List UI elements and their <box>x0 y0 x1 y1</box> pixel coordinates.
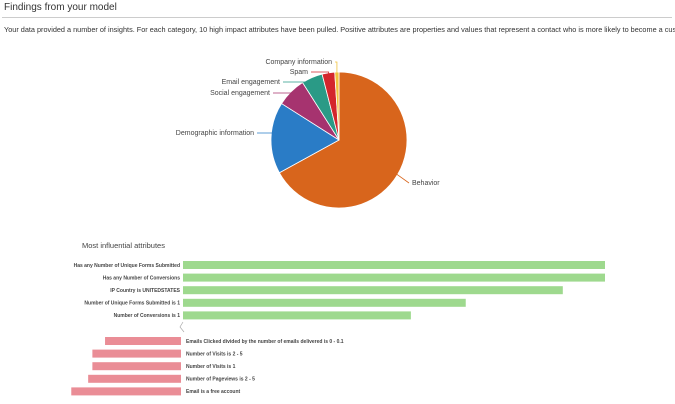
divider <box>2 17 672 18</box>
bar-label: Number of Visits is 1 <box>186 364 236 370</box>
header-title: Findings from your model <box>4 2 117 13</box>
pie-label: Company information <box>265 59 332 66</box>
pie-label: Demographic information <box>176 130 254 137</box>
bar-label: Number of Unique Forms Submitted is 1 <box>84 301 180 307</box>
bar-chart-title: Most influential attributes <box>82 241 165 250</box>
bar <box>183 298 466 307</box>
bar <box>183 311 411 320</box>
bar <box>183 286 563 295</box>
bar <box>183 261 605 269</box>
pie-label: Spam <box>290 69 308 76</box>
bar-label: Has any Number of Unique Forms Submitted <box>74 263 180 269</box>
bar <box>71 387 181 396</box>
leader-line <box>311 71 330 75</box>
leader-line <box>395 173 410 184</box>
leader-line <box>257 132 274 138</box>
bar-label: Number of Conversions is 1 <box>114 313 181 319</box>
bar <box>183 273 605 282</box>
bar-label: Emails Clicked divided by the number of … <box>186 339 344 345</box>
pie-label: Email engagement <box>222 79 280 86</box>
pie-label: Social engagement <box>210 90 270 97</box>
bar-label: Number of Visits is 2 - 5 <box>186 351 243 357</box>
bar-label: Has any Number of Conversions <box>103 275 180 281</box>
bar-label: Email is a free account <box>186 389 241 395</box>
description: Your data provided a number of insights.… <box>4 25 675 34</box>
pie-label: Behavior <box>412 180 440 187</box>
leader-line <box>335 61 338 75</box>
leader-line <box>283 79 314 83</box>
axis-break <box>179 321 185 333</box>
bar-label: Number of Pageviews is 2 - 5 <box>186 377 255 383</box>
bar <box>105 337 181 345</box>
pie-slice <box>270 103 340 174</box>
bar-label: IP Country is UNITEDSTATES <box>110 288 180 294</box>
bar <box>88 374 181 383</box>
bar <box>92 349 181 358</box>
bar <box>92 362 181 371</box>
